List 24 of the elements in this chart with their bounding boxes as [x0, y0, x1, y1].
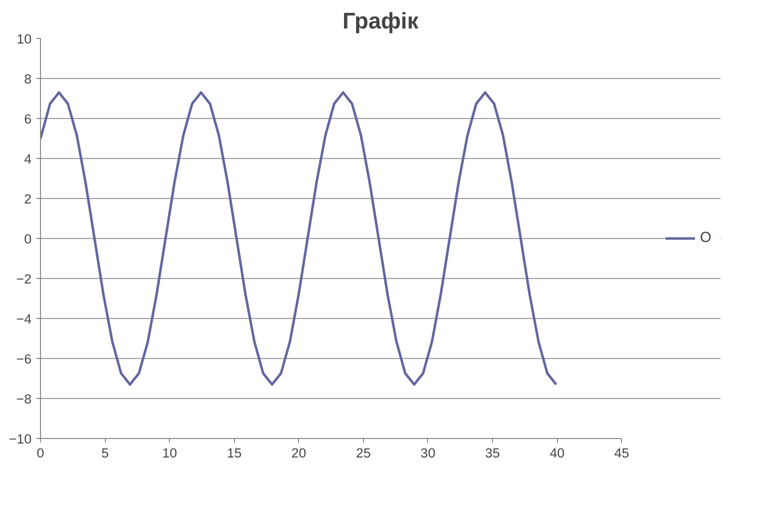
x-tick-label: 35 [485, 446, 500, 460]
x-tick-label: 0 [36, 446, 44, 460]
x-tick-label: 15 [226, 446, 242, 460]
y-tick-label: 0 [24, 232, 32, 246]
y-tick-label: 10 [16, 32, 32, 46]
x-tick-label: 5 [101, 446, 109, 460]
y-tick-label: −6 [16, 352, 32, 366]
y-tick-label: 8 [24, 72, 32, 86]
line-series [40, 91, 558, 386]
x-tick-label: 45 [614, 446, 630, 460]
y-tick-label: 6 [24, 112, 32, 126]
x-tick-label: 40 [550, 446, 565, 460]
y-tick-label: −10 [8, 432, 32, 446]
chart-title: Графік [342, 8, 420, 34]
y-tick-label: −4 [16, 312, 32, 326]
x-tick-label: 20 [291, 446, 306, 460]
y-tick-label: −8 [16, 392, 32, 406]
legend-label: O [700, 230, 712, 246]
y-tick-label: 2 [24, 192, 32, 206]
x-tick-label: 25 [356, 446, 371, 460]
x-tick-label: 30 [420, 446, 436, 460]
y-tick-label: 4 [24, 152, 32, 166]
y-tick-label: −2 [16, 272, 32, 286]
x-tick-label: 10 [162, 446, 178, 460]
